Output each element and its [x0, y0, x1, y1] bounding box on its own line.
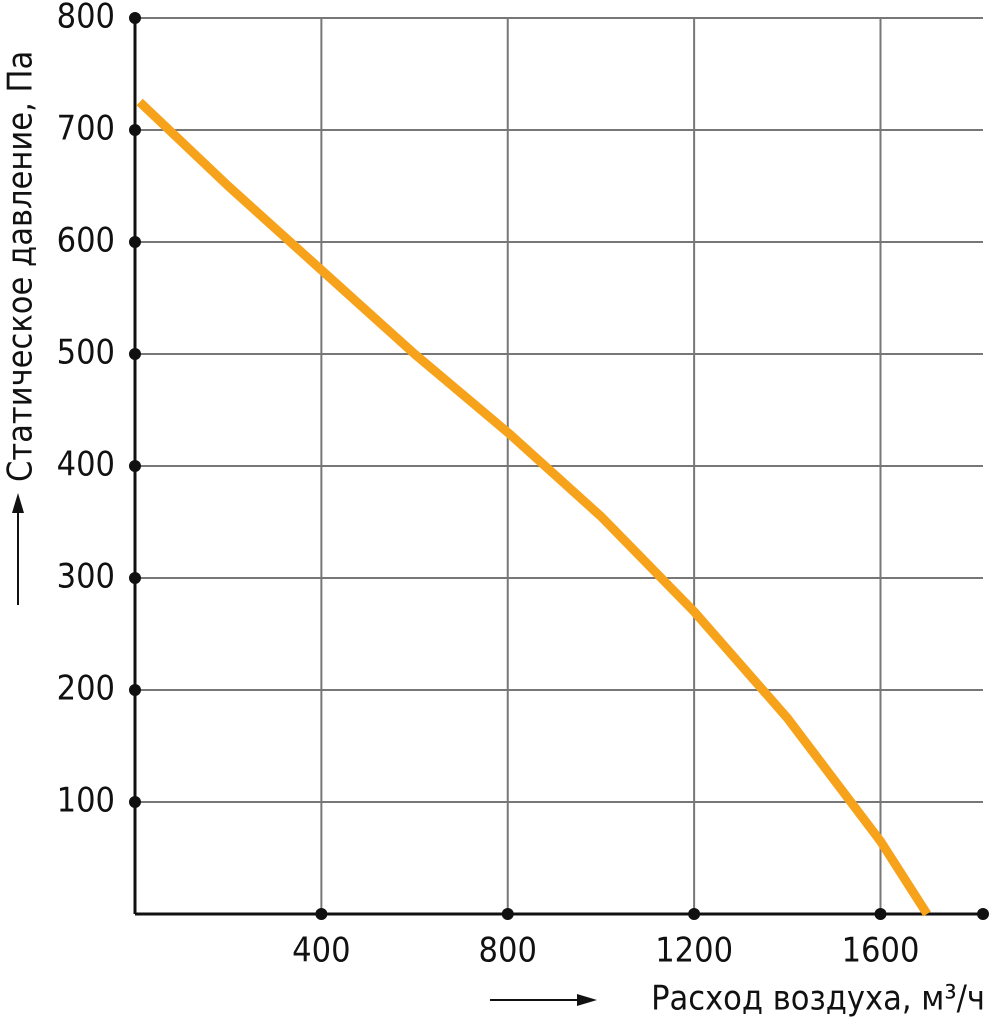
y-tick	[129, 684, 141, 696]
x-tick	[688, 908, 701, 920]
y-tick-label: 100	[57, 781, 115, 821]
y-tick	[129, 460, 141, 472]
y-tick-label: 600	[57, 221, 115, 261]
y-tick	[129, 12, 141, 24]
x-tick	[501, 908, 514, 920]
y-tick	[129, 236, 141, 248]
y-tick	[129, 348, 141, 360]
y-tick-label: 700	[57, 109, 115, 149]
y-tick	[129, 796, 141, 808]
y-tick-label: 500	[57, 333, 115, 373]
x-tick-label: 1200	[655, 931, 733, 971]
x-tick	[315, 908, 328, 920]
y-tick	[129, 124, 141, 136]
x-axis-label: Расход воздуха, м³/ч	[651, 979, 985, 1019]
x-arrow-head	[577, 994, 597, 1006]
x-tick	[874, 908, 887, 920]
y-tick	[129, 572, 141, 584]
y-tick-label: 200	[57, 669, 115, 709]
y-tick-label: 300	[57, 557, 115, 597]
axis-end	[977, 908, 989, 920]
x-tick-label: 400	[292, 931, 350, 971]
y-tick-label: 800	[57, 0, 115, 37]
y-tick-label: 400	[57, 445, 115, 485]
y-axis-label: Статическое давление, Па	[1, 51, 41, 482]
x-tick-label: 1600	[842, 931, 920, 971]
x-tick-label: 800	[479, 931, 537, 971]
y-arrow-head	[12, 493, 24, 513]
data-line	[136, 98, 931, 917]
